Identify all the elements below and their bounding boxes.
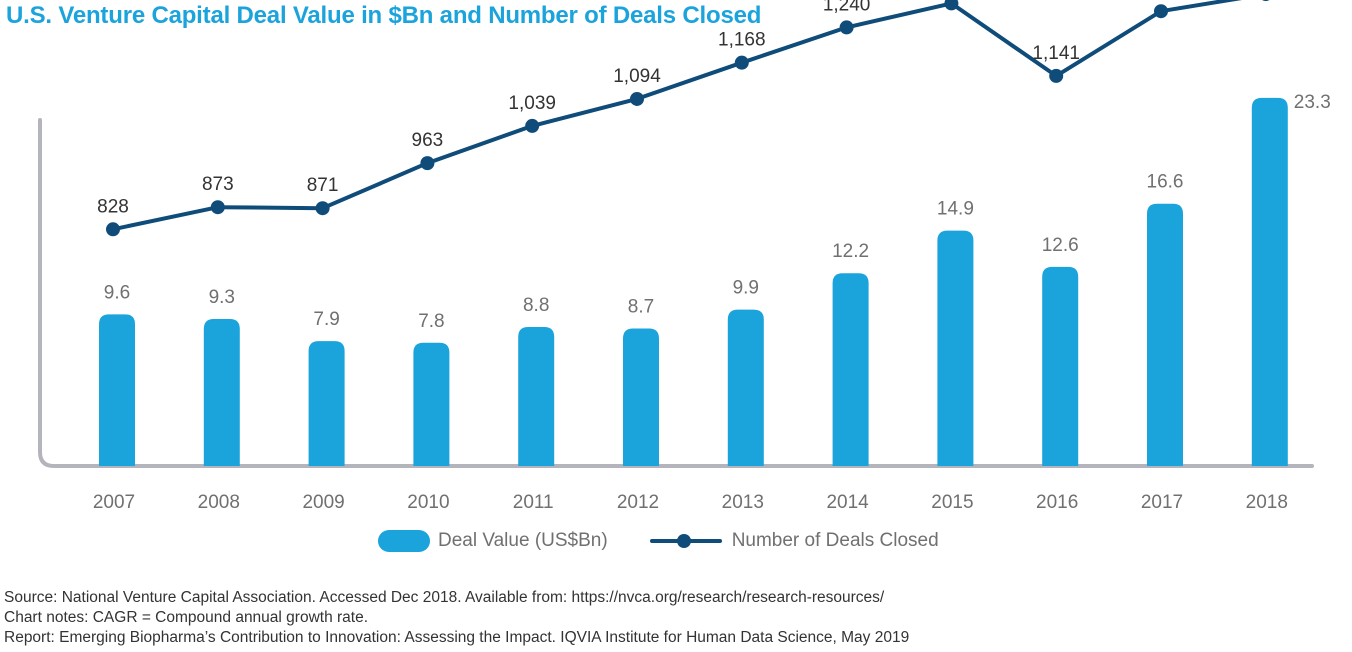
x-tick-label-2010: 2010: [407, 492, 449, 513]
bar-value-label-2012: 8.7: [628, 297, 654, 318]
chart-title: U.S. Venture Capital Deal Value in $Bn a…: [6, 2, 762, 29]
legend-line-label: Number of Deals Closed: [731, 530, 939, 551]
deals-point-2011: [525, 118, 540, 133]
x-tick-label-2012: 2012: [617, 492, 659, 513]
bar-2017: [1147, 203, 1183, 466]
x-tick-label-2007: 2007: [93, 492, 135, 513]
footer: Source: National Venture Capital Associa…: [4, 588, 909, 648]
footer-source: Source: National Venture Capital Associa…: [4, 589, 885, 606]
deals-point-2013: [734, 55, 749, 70]
deals-value-label-2014: 1,240: [823, 0, 871, 15]
x-tick-label-2014: 2014: [826, 492, 869, 513]
bar-value-label-2007: 9.6: [104, 282, 130, 303]
deals-value-label-2009: 871: [307, 175, 339, 196]
deals-value-label-2012: 1,094: [613, 66, 661, 87]
deals-point-2018: [1262, 0, 1270, 2]
bar-value-label-2013: 9.9: [733, 278, 759, 299]
deals-point-2015: [944, 0, 959, 11]
deals-point-2017: [1154, 4, 1168, 19]
deals-value-label-2013: 1,168: [718, 30, 766, 51]
x-tick-label-2017: 2017: [1141, 492, 1183, 513]
legend-bar-label: Deal Value (US$Bn): [438, 530, 608, 551]
bar-2008: [203, 319, 240, 466]
bar-2018: [1251, 97, 1288, 467]
bar-2015: [937, 230, 974, 466]
bar-value-label-2009: 7.9: [313, 309, 339, 330]
deals-value-label-2010: 963: [412, 130, 444, 151]
x-tick-label-2018: 2018: [1246, 492, 1288, 513]
deals-value-label-2011: 1,039: [508, 93, 556, 114]
deals-value-label-2016: 1,141: [1032, 43, 1080, 64]
deals-point-2012: [630, 91, 644, 106]
bar-2007: [99, 314, 135, 466]
bar-2014: [832, 273, 869, 466]
footer-notes: Chart notes: CAGR = Compound annual grow…: [4, 609, 369, 626]
bar-value-label-2010: 7.8: [418, 311, 444, 332]
bar-value-label-2011: 8.8: [523, 295, 549, 316]
bar-2009: [308, 341, 345, 466]
x-tick-label-2008: 2008: [198, 492, 240, 513]
deals-point-2014: [839, 20, 854, 35]
legend-bar-swatch: [378, 530, 430, 552]
bar-2016: [1042, 266, 1079, 466]
bar-value-label-2015: 14.9: [937, 199, 974, 220]
x-tick-label-2015: 2015: [931, 492, 973, 513]
deals-point-2009: [315, 201, 330, 216]
deals-point-2008: [210, 200, 225, 215]
x-tick-label-2016: 2016: [1036, 492, 1078, 513]
deals-point-2007: [106, 222, 120, 237]
deals-value-label-2007: 828: [97, 196, 129, 217]
deals-line: [112, 0, 1243, 232]
legend: Deal Value (US$Bn) Number of Deals Close…: [378, 530, 939, 552]
x-tick-label-2011: 2011: [513, 492, 554, 513]
deals-value-label-2008: 873: [202, 174, 234, 195]
deals-point-2016: [1049, 68, 1064, 83]
x-tick-label-2013: 2013: [722, 492, 764, 513]
axis-frame: [38, 118, 1314, 468]
bar-value-label-2008: 9.3: [209, 287, 235, 308]
x-tick-label-2009: 2009: [302, 492, 344, 513]
bar-value-label-2017: 16.6: [1147, 172, 1184, 193]
deals-point-2010: [420, 156, 435, 171]
legend-line-swatch: [649, 530, 722, 552]
footer-report: Report: Emerging Biopharma’s Contributio…: [4, 629, 910, 646]
bar-value-label-2016: 12.6: [1042, 235, 1079, 256]
bar-2011: [518, 326, 555, 466]
bar-value-label-2018: 23.3: [1294, 92, 1331, 113]
bar-2013: [727, 309, 764, 466]
bar-value-label-2014: 12.2: [832, 241, 869, 262]
bar-2012: [623, 328, 659, 466]
combo-chart: 9.6 9.3 7.9 7.8 8.8 8.7 9.9 12.2 14.9 12.6 16.6 23.…: [38, 0, 1331, 513]
bar-2010: [413, 342, 450, 466]
